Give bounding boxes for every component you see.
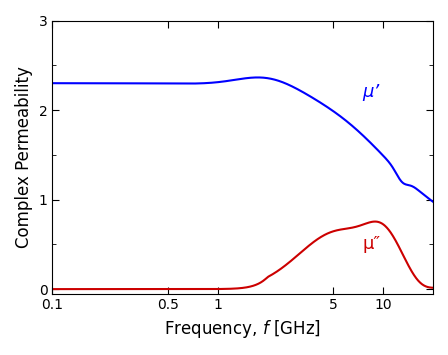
Y-axis label: Complex Permeability: Complex Permeability (15, 66, 33, 248)
X-axis label: Frequency, $f$ [GHz]: Frequency, $f$ [GHz] (164, 318, 321, 340)
Text: μ’: μ’ (362, 83, 380, 100)
Text: μ″: μ″ (362, 235, 381, 253)
